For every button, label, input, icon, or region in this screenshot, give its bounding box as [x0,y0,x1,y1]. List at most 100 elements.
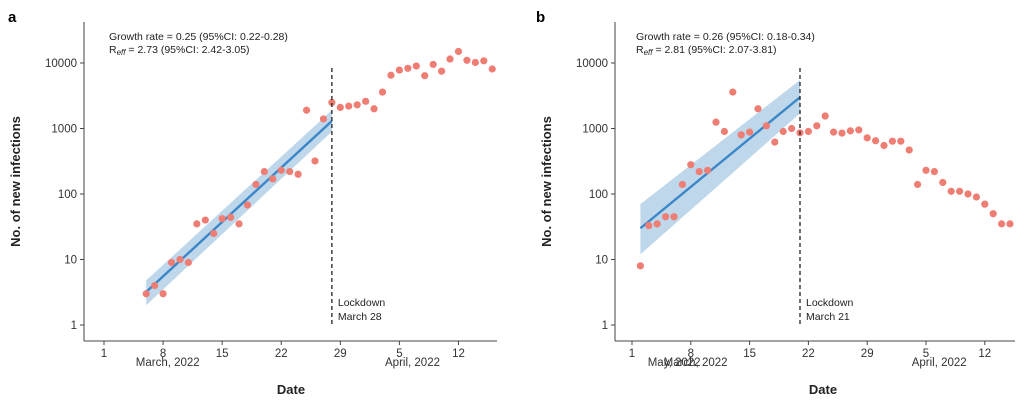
data-point [142,290,150,298]
x-month-label: March, 2022 [664,357,728,369]
y-tick-label: 10 [64,255,77,267]
y-axis-title: No. of new infections [8,116,23,247]
panel-a: a 1 10 100 1000 10000 1 8 15 22 29 5 12 March, 2022 Ap… [8,9,732,397]
x-tick-label: 1 [101,348,107,360]
data-point [184,258,192,267]
data-point [846,127,855,135]
lockdown-label: Lockdown [806,297,853,309]
reff-annotation: Reff = 2.73 (95%CI: 2.42-3.05) [109,44,250,57]
data-point [754,105,762,113]
y-tick-label: 100 [589,189,608,201]
data-point [657,135,664,142]
data-point [353,101,361,109]
data-point [821,112,829,120]
fit-line [145,120,333,293]
x-tick-label: 8 [160,348,166,360]
data-point [581,107,588,114]
data-point [615,128,622,135]
data-point [590,112,597,119]
data-point [167,258,176,267]
data-point [641,139,648,146]
data-point [506,79,513,86]
lockdown-date: March 28 [338,311,382,323]
data-point [704,166,712,174]
data-point [779,127,787,136]
data-point [880,141,888,150]
data-point [269,175,277,183]
y-tick-label: 1 [71,320,77,332]
x-tick-label: 29 [334,348,347,360]
data-point [539,76,546,83]
data-point [345,102,353,110]
data-point [813,122,821,130]
y-axis-title: No. of new infections [539,116,554,247]
data-point [930,167,939,176]
reff-value: = 2.81 (95%CI: 2.07-3.81) [653,44,777,56]
data-point [989,210,997,218]
lockdown-date: March 21 [806,311,850,323]
data-point [636,262,645,270]
x-tick-label: 5 [923,348,929,360]
data-point [565,99,572,106]
data-point [446,55,454,63]
data-point [855,126,863,134]
reff-value: = 2.73 (95%CI: 2.42-3.05) [126,44,250,56]
data-point [514,83,521,90]
reff-symbol: R [636,44,644,56]
y-tick-label: 100 [58,189,77,201]
x-axis-title: Date [277,382,305,397]
data-point [404,64,412,72]
x-tick-label: 29 [861,348,874,360]
data-point [235,220,243,228]
data-point [746,128,754,136]
data-point [378,88,387,96]
data-point [830,128,838,136]
data-point [260,167,268,176]
growth-rate-annotation: Growth rate = 0.25 (95%CI: 0.22-0.28) [109,31,288,43]
data-point [438,67,446,75]
reff-subscript: eff [644,48,654,57]
y-tick-label: 10000 [45,58,77,70]
data-point [897,137,905,145]
data-point [531,69,538,76]
data-point [277,166,285,174]
x-month-label: May, 2022 [648,357,701,369]
data-point [998,220,1006,228]
lockdown-label: Lockdown [338,297,385,309]
data-point [888,137,897,145]
data-point [914,180,922,189]
data-point [548,88,555,95]
data-point [218,215,226,223]
data-point [362,97,370,105]
x-tick-label: 22 [802,348,815,360]
data-point [429,60,437,69]
panel-letter: a [8,9,17,26]
data-point [387,71,395,79]
x-month-label: April, 2022 [912,357,967,369]
data-point [725,193,732,200]
reff-subscript: eff [117,48,127,57]
data-point [717,190,724,197]
x-tick-label: 1 [629,348,635,360]
data-point [497,63,504,70]
data-point [922,166,930,174]
data-point [294,170,302,178]
data-point [522,68,529,75]
data-point [666,141,673,148]
data-point [319,115,328,123]
x-tick-label: 8 [688,348,694,360]
data-point [788,124,796,133]
data-point [771,138,779,146]
data-point [412,62,420,70]
y-tick-label: 10 [595,255,608,267]
data-point [252,180,260,189]
data-point [712,118,720,126]
plot-area [142,47,732,306]
data-point [1014,238,1015,241]
y-tick-label: 1000 [51,124,77,136]
data-point [598,113,605,120]
x-month-label: March, 2022 [136,357,200,369]
y-tick-label: 1 [602,320,608,332]
data-point [662,213,670,221]
